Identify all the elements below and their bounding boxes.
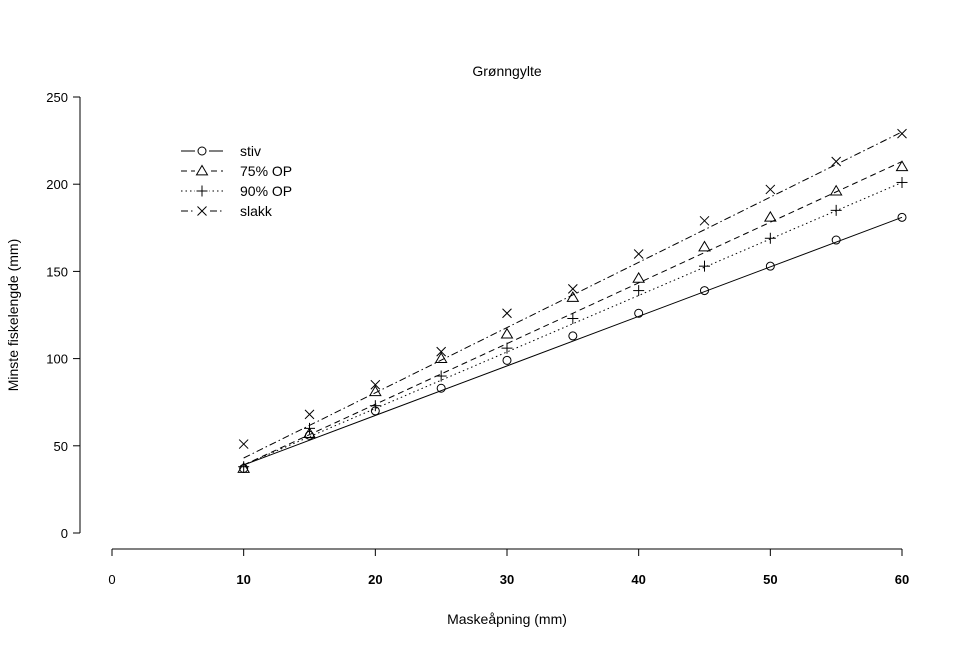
legend-marker [197, 146, 207, 156]
data-point [831, 156, 842, 167]
y-axis: 0 50 100 150 200 250 [46, 90, 81, 541]
legend-entry: stiv [181, 143, 261, 159]
data-point [700, 286, 709, 296]
data-point [698, 240, 711, 252]
data-point [237, 461, 251, 473]
data-point [502, 355, 512, 365]
legend-marker [195, 164, 209, 176]
legend-label: 75% OP [240, 163, 292, 179]
data-point [568, 331, 578, 341]
data-point [436, 346, 447, 357]
y-tick-label: 50 [54, 439, 68, 454]
y-tick-label: 200 [46, 177, 68, 192]
x-tick-label: 20 [368, 572, 382, 587]
series-1 [239, 212, 907, 473]
data-point [304, 422, 315, 434]
data-point [500, 327, 514, 339]
data-point [699, 215, 710, 226]
series-layer [237, 128, 909, 473]
data-point [435, 370, 447, 382]
y-tick-label: 150 [46, 264, 68, 279]
legend-label: 90% OP [240, 183, 292, 199]
x-axis: 0 10 20 30 40 50 60 [108, 548, 909, 587]
legend: stiv 75% OP 90% OP slakk [181, 143, 292, 219]
legend-marker-bg [195, 144, 209, 158]
data-point [763, 210, 777, 222]
y-tick-label: 0 [61, 526, 68, 541]
chart-title: Grønngylte [472, 63, 541, 79]
data-point [829, 184, 843, 196]
data-point [830, 204, 842, 216]
legend-marker [197, 206, 207, 216]
data-point [764, 232, 776, 244]
data-point [699, 260, 710, 272]
data-point [632, 271, 646, 283]
data-point [434, 352, 448, 363]
data-point [765, 184, 776, 195]
series-4 [238, 128, 907, 459]
data-point [633, 285, 645, 297]
data-point [238, 461, 250, 473]
series-line [243, 131, 903, 459]
legend-entry: slakk [181, 203, 273, 219]
data-point [897, 212, 907, 222]
y-axis-title: Minste fiskelengde (mm) [5, 239, 21, 392]
y-tick-label: 250 [46, 90, 68, 105]
data-point [238, 439, 249, 449]
data-point [567, 283, 578, 294]
data-point [831, 235, 841, 245]
data-point [370, 379, 381, 390]
x-tick-label: 30 [500, 572, 514, 587]
data-point [502, 308, 512, 319]
x-tick-label: 50 [763, 572, 777, 587]
data-point [897, 128, 907, 139]
legend-label: slakk [240, 203, 273, 219]
data-point [369, 400, 381, 412]
x-axis-title: Maskeåpning (mm) [447, 611, 567, 627]
data-point [765, 261, 775, 271]
y-tick-label: 100 [46, 352, 68, 367]
legend-marker [196, 185, 208, 197]
data-point [567, 312, 579, 324]
series-3 [238, 176, 908, 473]
data-point [633, 249, 644, 259]
x-tick-label: 40 [631, 572, 645, 587]
legend-entry: 90% OP [181, 183, 292, 199]
data-point [896, 176, 908, 188]
x-tick-label: 10 [236, 572, 250, 587]
x-tick-label: 0 [108, 572, 115, 587]
data-point [501, 342, 513, 354]
legend-entry: 75% OP [181, 163, 292, 179]
data-point [303, 427, 316, 438]
legend-label: stiv [240, 143, 261, 159]
data-point [436, 383, 446, 393]
data-point [634, 308, 644, 318]
data-point [895, 160, 909, 172]
data-point [304, 409, 315, 420]
x-tick-label: 60 [895, 572, 909, 587]
series-line [243, 216, 903, 466]
